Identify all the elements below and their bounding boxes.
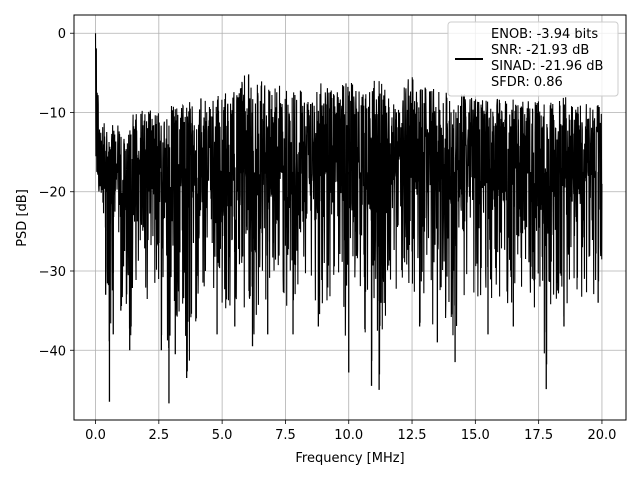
y-tick-label: −30 (39, 265, 66, 280)
x-tick-label: 2.5 (148, 428, 169, 443)
y-tick-label: −40 (39, 344, 66, 359)
x-tick-label: 17.5 (524, 428, 553, 443)
x-tick-label: 10.0 (334, 428, 363, 443)
x-axis-label: Frequency [MHz] (295, 451, 404, 466)
y-tick-label: −10 (39, 106, 66, 121)
x-tick-label: 15.0 (461, 428, 490, 443)
x-tick-label: 20.0 (587, 428, 616, 443)
x-tick-label: 12.5 (398, 428, 427, 443)
legend-box (447, 21, 619, 97)
legend: ENOB: -3.94 bits SNR: -21.93 dB SINAD: -… (447, 21, 619, 97)
psd-series (94, 33, 603, 404)
y-tick-label: 0 (58, 27, 66, 42)
x-tick-label: 0.0 (85, 428, 106, 443)
x-tick-label: 7.5 (275, 428, 296, 443)
y-axis-label: PSD [dB] (15, 189, 30, 247)
legend-line-snr: SNR: -21.93 dB (491, 43, 589, 58)
legend-line-enob: ENOB: -3.94 bits (491, 27, 598, 42)
y-tick-label: −20 (39, 186, 66, 201)
x-tick-label: 5.0 (212, 428, 233, 443)
psd-trace (94, 33, 603, 375)
legend-line-sfdr: SFDR: 0.86 (491, 75, 563, 90)
axis-ticks: 0.0 2.5 5.0 7.5 10.0 12.5 15.0 17.5 20.0 0 −10 −20 −… (39, 27, 617, 443)
axes-frame (73, 14, 627, 421)
legend-line-sinad: SINAD: -21.96 dB (491, 59, 603, 74)
